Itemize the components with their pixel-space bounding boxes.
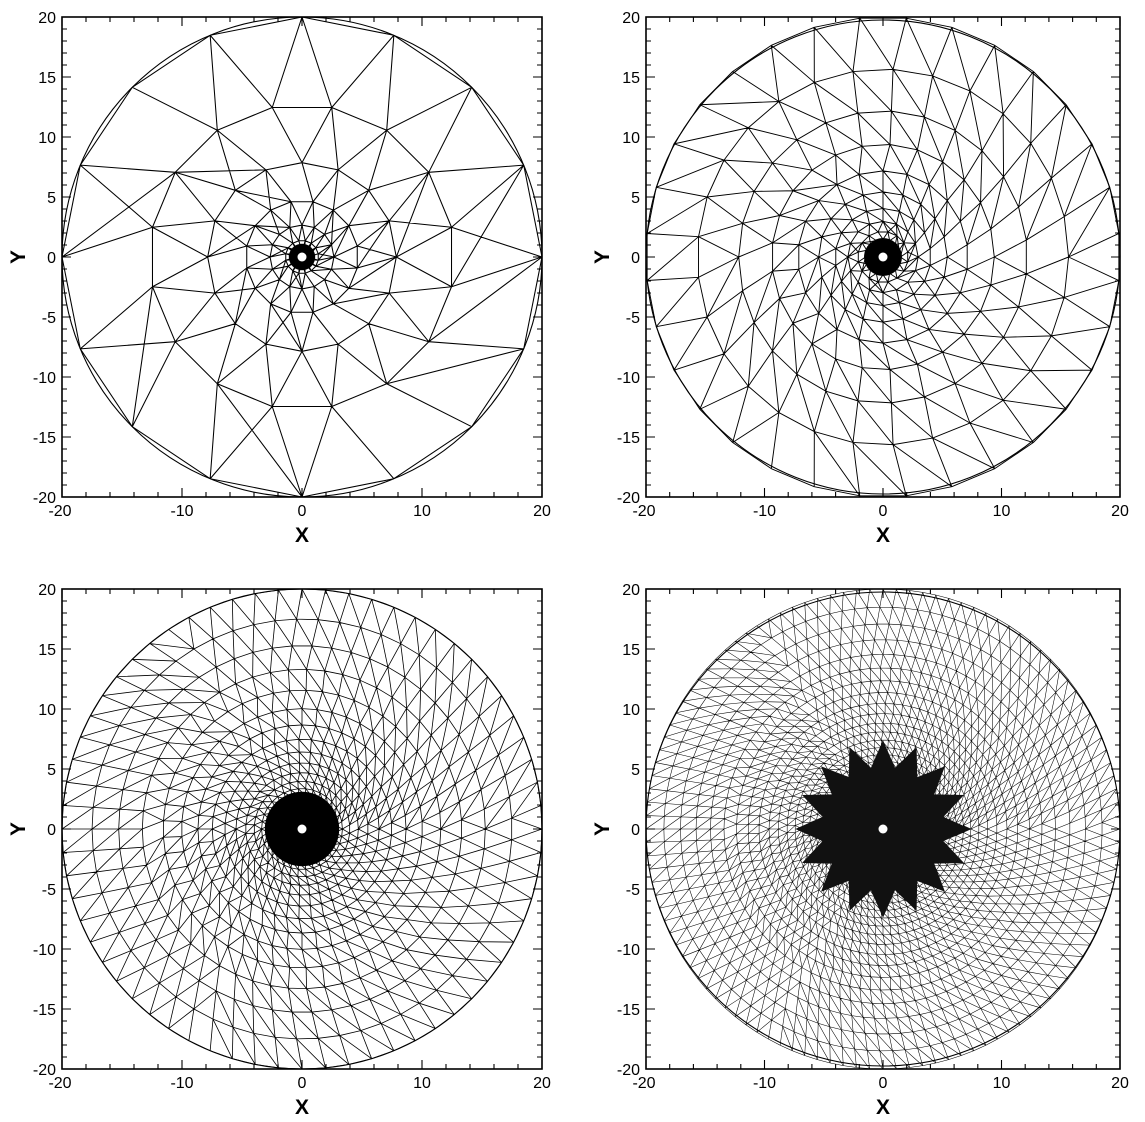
ticks <box>61 588 543 1070</box>
x-tick-label: -10 <box>170 1075 193 1092</box>
x-tick-label: 0 <box>298 503 307 520</box>
y-tick-label: 15 <box>38 642 56 659</box>
inner-hole <box>297 824 307 834</box>
y-tick-label: -20 <box>617 490 640 507</box>
y-tick-label: 5 <box>631 190 640 207</box>
x-tick-label: 10 <box>993 503 1011 520</box>
x-tick-label: 20 <box>1111 1075 1129 1092</box>
y-tick-label: 20 <box>622 582 640 599</box>
x-axis-title: X <box>295 1096 309 1119</box>
ticks <box>645 16 1121 498</box>
y-tick-label: -10 <box>617 370 640 387</box>
x-axis-title: X <box>295 524 309 547</box>
x-tick-label: -20 <box>632 503 655 520</box>
y-tick-label: -5 <box>42 310 56 327</box>
y-axis-title: Y <box>7 250 30 264</box>
x-tick-label: 0 <box>879 503 888 520</box>
inner-hole <box>878 824 888 834</box>
inner-hole <box>297 252 307 262</box>
x-tick-label: 20 <box>533 503 551 520</box>
y-tick-label: -15 <box>617 1002 640 1019</box>
x-tick-label: -20 <box>48 503 71 520</box>
y-tick-label: 10 <box>38 130 56 147</box>
x-tick-label: -10 <box>753 503 776 520</box>
y-tick-label: -10 <box>33 370 56 387</box>
x-tick-label: -20 <box>632 1075 655 1092</box>
y-tick-label: -20 <box>617 1062 640 1079</box>
y-tick-label: -5 <box>626 882 640 899</box>
panel-4: -20 -10 0 10 20 20 15 10 5 0 -5 -10 -15 -20 X Y <box>591 582 1129 1119</box>
x-tick-label: -10 <box>170 503 193 520</box>
y-tick-label: 15 <box>622 642 640 659</box>
x-tick-label: 10 <box>413 503 431 520</box>
y-tick-label: -10 <box>33 942 56 959</box>
y-tick-label: 15 <box>38 70 56 87</box>
x-tick-label: -10 <box>753 1075 776 1092</box>
inner-hole <box>878 252 888 262</box>
y-tick-label: 15 <box>622 70 640 87</box>
y-tick-label: 10 <box>622 130 640 147</box>
y-tick-label: 20 <box>38 10 56 27</box>
x-tick-label: -20 <box>48 1075 71 1092</box>
y-tick-label: -20 <box>33 1062 56 1079</box>
panel-2: -20 -10 0 10 20 20 15 10 5 0 -5 -10 -15 -20 X Y <box>591 10 1129 547</box>
panel-3: -20 -10 0 10 20 20 15 10 5 0 -5 -10 -15 -20 X Y <box>7 582 551 1119</box>
x-tick-label: 10 <box>993 1075 1011 1092</box>
y-tick-label: 5 <box>47 190 56 207</box>
y-tick-label: 0 <box>47 822 56 839</box>
x-axis-title: X <box>876 1096 890 1119</box>
y-tick-label: 10 <box>38 702 56 719</box>
x-tick-label: 20 <box>1111 503 1129 520</box>
y-tick-label: -10 <box>617 942 640 959</box>
y-axis-title: Y <box>591 250 614 264</box>
y-axis-title: Y <box>591 822 614 836</box>
x-tick-label: 10 <box>413 1075 431 1092</box>
y-tick-label: -15 <box>33 1002 56 1019</box>
y-axis-title: Y <box>7 822 30 836</box>
y-tick-label: 10 <box>622 702 640 719</box>
y-tick-label: 5 <box>631 762 640 779</box>
y-tick-label: 20 <box>622 10 640 27</box>
y-tick-label: -15 <box>33 430 56 447</box>
y-tick-label: 0 <box>47 250 56 267</box>
x-tick-label: 0 <box>298 1075 307 1092</box>
y-tick-label: -5 <box>626 310 640 327</box>
y-tick-label: 20 <box>38 582 56 599</box>
y-tick-label: 5 <box>47 762 56 779</box>
ticks <box>61 16 543 498</box>
x-axis-title: X <box>876 524 890 547</box>
x-tick-label: 20 <box>533 1075 551 1092</box>
y-tick-label: -15 <box>617 430 640 447</box>
y-tick-label: -20 <box>33 490 56 507</box>
y-tick-label: 0 <box>631 250 640 267</box>
y-tick-label: 0 <box>631 822 640 839</box>
y-tick-label: -5 <box>42 882 56 899</box>
x-tick-label: 0 <box>879 1075 888 1092</box>
ticks <box>645 588 1121 1070</box>
panel-1: -20 -10 0 10 20 20 15 10 5 0 -5 -10 -15 -20 X Y <box>7 10 551 547</box>
